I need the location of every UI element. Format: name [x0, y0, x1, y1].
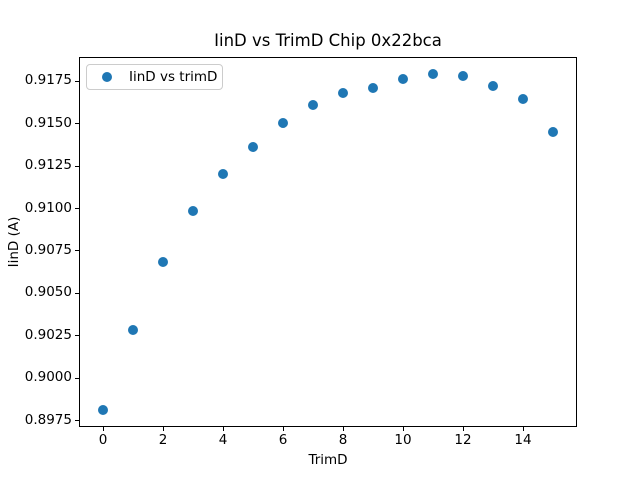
x-tick-mark — [283, 427, 284, 431]
x-axis-label: TrimD — [308, 452, 348, 468]
y-tick-label: 0.9050 — [24, 284, 72, 300]
x-tick-label: 0 — [98, 432, 108, 448]
x-tick-mark — [463, 427, 464, 431]
y-tick-label: 0.9025 — [24, 327, 72, 343]
y-tick-mark — [75, 166, 79, 167]
scatter-point — [488, 80, 498, 91]
x-tick-label: 4 — [218, 432, 228, 448]
scatter-point — [428, 68, 438, 79]
scatter-point — [368, 82, 378, 93]
y-tick-label: 0.8975 — [24, 412, 72, 428]
scatter-point — [98, 405, 108, 416]
x-tick-mark — [103, 427, 104, 431]
y-tick-mark — [75, 123, 79, 124]
scatter-point — [338, 87, 348, 98]
x-tick-mark — [403, 427, 404, 431]
scatter-point — [278, 118, 288, 129]
scatter-point — [398, 74, 408, 85]
y-tick-label: 0.9000 — [24, 369, 72, 385]
y-tick-label: 0.9175 — [24, 72, 72, 88]
x-tick-mark — [523, 427, 524, 431]
scatter-point — [518, 94, 528, 105]
scatter-point — [128, 325, 138, 336]
x-tick-label: 12 — [454, 432, 472, 448]
scatter-point — [218, 169, 228, 180]
x-tick-mark — [343, 427, 344, 431]
y-tick-mark — [75, 208, 79, 209]
y-tick-mark — [75, 293, 79, 294]
chart-title: IinD vs TrimD Chip 0x22bca — [214, 31, 442, 50]
x-tick-mark — [223, 427, 224, 431]
plot-area — [79, 57, 577, 427]
legend: IinD vs trimD — [86, 64, 223, 90]
scatter-point — [308, 99, 318, 110]
y-tick-mark — [75, 378, 79, 379]
y-tick-label: 0.9125 — [24, 157, 72, 173]
x-tick-label: 6 — [278, 432, 288, 448]
y-tick-mark — [75, 420, 79, 421]
x-tick-label: 2 — [158, 432, 168, 448]
x-tick-label: 10 — [394, 432, 412, 448]
scatter-point — [458, 70, 468, 81]
y-tick-label: 0.9150 — [24, 115, 72, 131]
y-tick-label: 0.9075 — [24, 242, 72, 258]
legend-marker-dot — [102, 72, 112, 82]
legend-label: IinD vs trimD — [129, 69, 218, 85]
y-tick-mark — [75, 335, 79, 336]
x-tick-label: 8 — [338, 432, 348, 448]
scatter-point — [248, 141, 258, 152]
y-tick-mark — [75, 81, 79, 82]
scatter-point — [548, 126, 558, 137]
x-tick-mark — [163, 427, 164, 431]
x-tick-label: 14 — [514, 432, 532, 448]
y-axis-label: IinD (A) — [6, 216, 22, 268]
y-tick-mark — [75, 250, 79, 251]
scatter-point — [188, 206, 198, 217]
y-tick-label: 0.9100 — [24, 200, 72, 216]
scatter-point — [158, 257, 168, 268]
